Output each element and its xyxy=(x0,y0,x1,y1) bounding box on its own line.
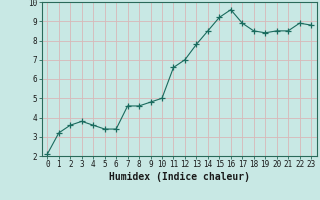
X-axis label: Humidex (Indice chaleur): Humidex (Indice chaleur) xyxy=(109,172,250,182)
